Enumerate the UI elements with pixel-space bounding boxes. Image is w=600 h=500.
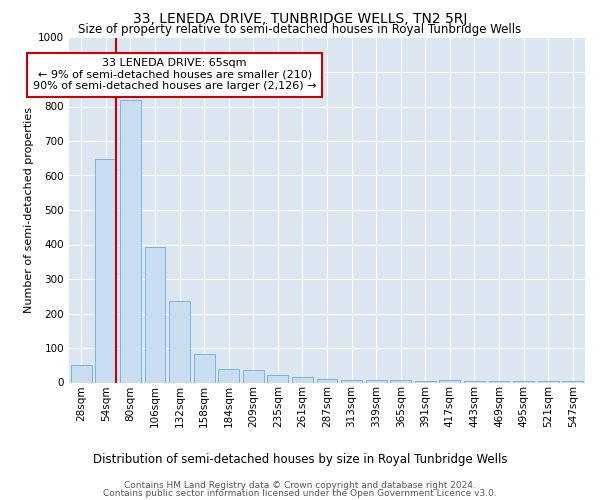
Bar <box>145 247 166 382</box>
Bar <box>120 100 141 383</box>
Bar <box>390 380 411 382</box>
Text: 33 LENEDA DRIVE: 65sqm
← 9% of semi-detached houses are smaller (210)
90% of sem: 33 LENEDA DRIVE: 65sqm ← 9% of semi-deta… <box>33 58 316 92</box>
Text: Size of property relative to semi-detached houses in Royal Tunbridge Wells: Size of property relative to semi-detach… <box>79 22 521 36</box>
Bar <box>365 380 386 382</box>
Y-axis label: Number of semi-detached properties: Number of semi-detached properties <box>24 107 34 313</box>
Bar <box>439 380 460 382</box>
Bar <box>341 380 362 382</box>
Bar <box>71 364 92 382</box>
Bar <box>292 378 313 382</box>
Text: Contains HM Land Registry data © Crown copyright and database right 2024.: Contains HM Land Registry data © Crown c… <box>124 481 476 490</box>
Bar <box>218 370 239 382</box>
Bar <box>268 375 289 382</box>
Bar <box>317 379 337 382</box>
Bar <box>194 354 215 382</box>
Text: Contains public sector information licensed under the Open Government Licence v3: Contains public sector information licen… <box>103 489 497 498</box>
Bar <box>243 370 264 382</box>
Bar <box>169 300 190 382</box>
Text: Distribution of semi-detached houses by size in Royal Tunbridge Wells: Distribution of semi-detached houses by … <box>93 452 507 466</box>
Text: 33, LENEDA DRIVE, TUNBRIDGE WELLS, TN2 5RJ: 33, LENEDA DRIVE, TUNBRIDGE WELLS, TN2 5… <box>133 12 467 26</box>
Bar <box>95 159 116 382</box>
